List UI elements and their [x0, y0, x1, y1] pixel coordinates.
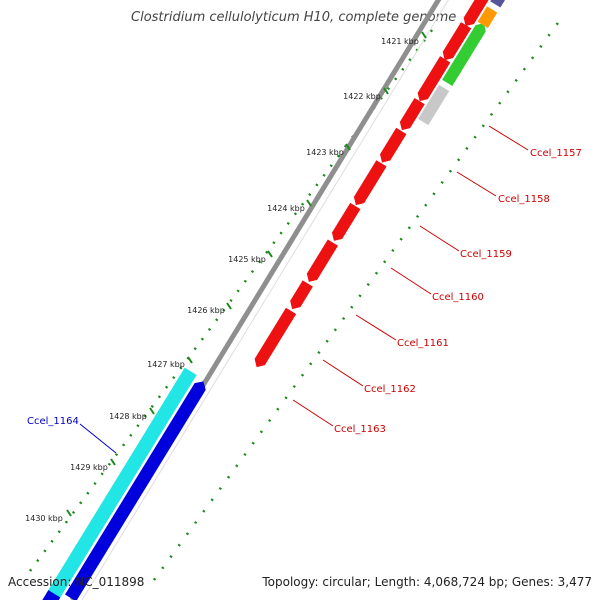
kbp-tick-mark [421, 31, 427, 39]
gene-feature-1 [290, 280, 313, 310]
gene-feature-6 [399, 97, 425, 131]
kbp-tick-mark [66, 509, 72, 517]
gene-leader-line [456, 171, 497, 197]
kbp-tick-label: 1423 kbp [306, 148, 344, 157]
kbp-tick-mark [306, 199, 312, 207]
gene-label-ccel_1161: Ccel_1161 [397, 338, 449, 349]
kbp-tick-mark [267, 250, 273, 258]
gene-feature-5 [380, 127, 407, 163]
gene-label-ccel_1159: Ccel_1159 [460, 249, 512, 260]
kbp-tick-label: 1427 kbp [147, 360, 185, 369]
kbp-tick-mark [110, 458, 116, 466]
kbp-tick-label: 1421 kbp [381, 37, 419, 46]
gene-leader-line [390, 267, 432, 295]
gene-feature-4 [353, 160, 387, 206]
kbp-tick-mark [383, 87, 389, 95]
kbp-tick-label: 1430 kbp [25, 514, 63, 523]
gene-label-ccel_1158: Ccel_1158 [498, 194, 550, 205]
gene-label-ccel_1164: Ccel_1164 [27, 416, 79, 427]
genome-summary-text: Topology: circular; Length: 4,068,724 bp… [262, 575, 592, 589]
gene-leader-line [355, 314, 397, 341]
gene-label-ccel_1160: Ccel_1160 [432, 292, 484, 303]
kbp-tick-label: 1422 kbp [343, 92, 381, 101]
map-title-text: Clostridium cellulolyticum H10, complete… [131, 10, 457, 25]
kbp-tick-label: 1429 kbp [70, 463, 108, 472]
gc-track-outer [28, 29, 434, 572]
kbp-tick-mark [149, 407, 155, 415]
gene-feature-0 [254, 307, 297, 368]
gene-feature-18 [42, 590, 61, 600]
kbp-tick-label: 1425 kbp [228, 255, 266, 264]
gene-feature-9 [463, 0, 489, 27]
kbp-tick-mark [226, 302, 232, 310]
gene-label-ccel_1157: Ccel_1157 [530, 148, 582, 159]
kbp-tick-label: 1424 kbp [267, 204, 305, 213]
gene-feature-17 [65, 381, 206, 600]
gene-feature-13 [490, 0, 506, 8]
gene-leader-line [488, 125, 529, 151]
kbp-tick-label: 1428 kbp [109, 412, 147, 421]
kbp-tick-mark [345, 143, 351, 151]
kbp-tick-mark [187, 356, 193, 364]
gene-label-ccel_1163: Ccel_1163 [334, 424, 386, 435]
gene-label-ccel_1162: Ccel_1162 [364, 384, 416, 395]
genome-backbone-shadow [81, 0, 449, 600]
gene-feature-3 [331, 202, 361, 241]
gene-feature-10 [418, 84, 450, 126]
gene-leader-line [322, 359, 364, 387]
gc-track-inner [152, 19, 562, 581]
gene-feature-12 [477, 6, 498, 28]
accession-text: Accession: NC_011898 [8, 575, 145, 589]
kbp-tick-label: 1426 kbp [187, 306, 225, 315]
gene-feature-11 [442, 23, 486, 86]
gene-leader-line [419, 225, 460, 252]
gene-feature-2 [306, 239, 339, 282]
gene-feature-8 [442, 22, 472, 61]
gene-leader-line [79, 423, 117, 454]
gene-feature-7 [417, 56, 451, 102]
gene-leader-line [292, 399, 334, 427]
gene-feature-16 [45, 367, 197, 600]
